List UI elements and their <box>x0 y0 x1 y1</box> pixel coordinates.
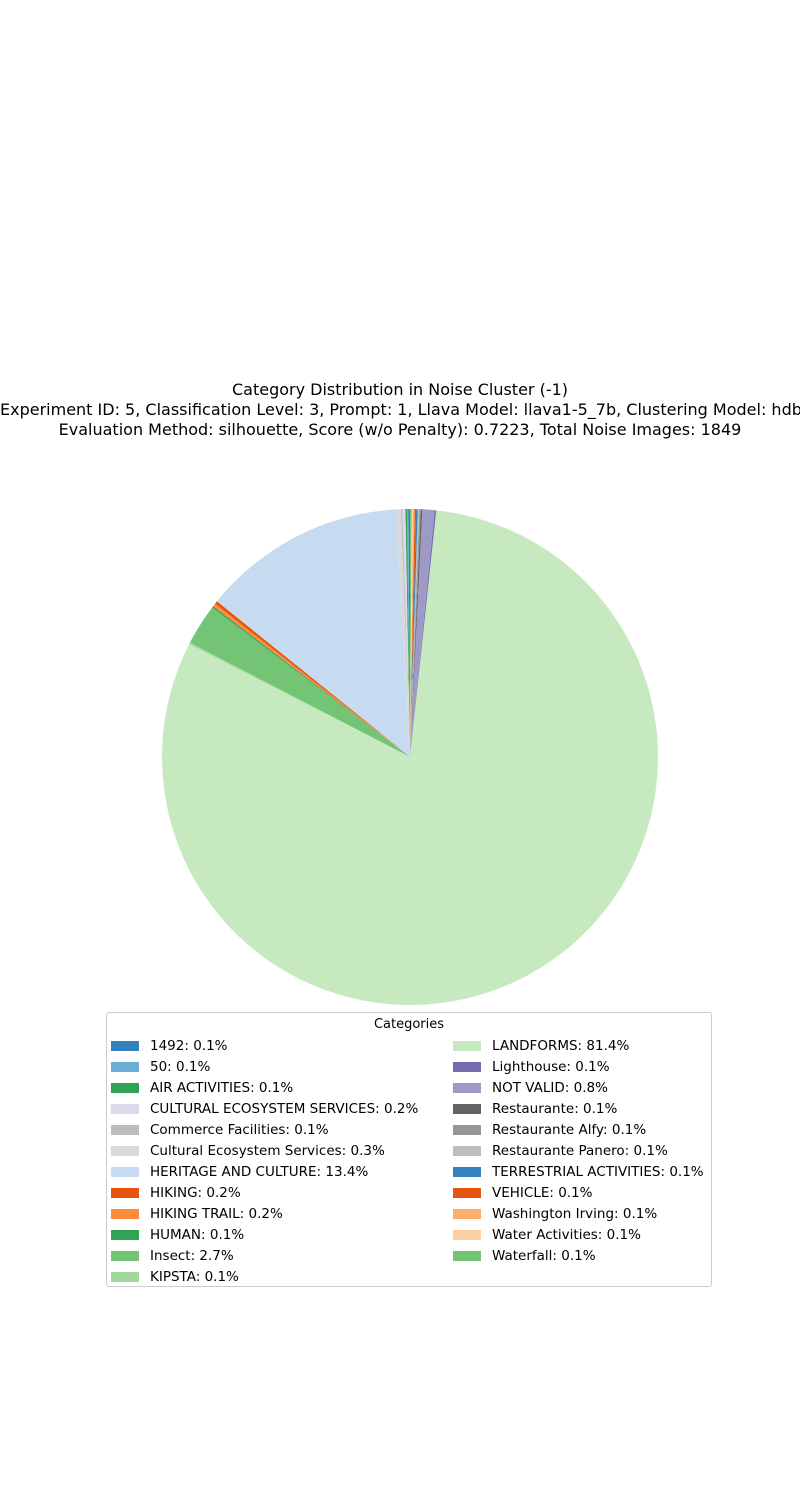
legend-label: Water Activities: 0.1% <box>492 1227 641 1243</box>
legend-swatch <box>453 1083 481 1093</box>
legend-swatch <box>453 1209 481 1219</box>
pie-slice-landforms <box>162 510 659 1005</box>
pie-slice-water-activities <box>410 509 414 757</box>
legend-label: HIKING: 0.2% <box>150 1185 241 1201</box>
legend-label: Restaurante Panero: 0.1% <box>492 1143 668 1159</box>
legend-label: Commerce Facilities: 0.1% <box>150 1122 329 1138</box>
pie-slice-insect <box>189 607 410 757</box>
legend-swatch <box>111 1146 139 1156</box>
legend-swatch <box>453 1041 481 1051</box>
legend-swatch <box>111 1230 139 1240</box>
pie-slice-vehicle <box>410 509 417 757</box>
legend-label: KIPSTA: 0.1% <box>150 1269 239 1285</box>
pie-chart <box>162 508 659 1005</box>
legend-label: Insect: 2.7% <box>150 1248 234 1264</box>
legend-swatch <box>111 1209 139 1219</box>
legend-swatch <box>453 1230 481 1240</box>
legend-label: Waterfall: 0.1% <box>492 1248 596 1264</box>
legend-label: Restaurante Alfy: 0.1% <box>492 1122 647 1138</box>
pie-slice-terrestrial-activities <box>410 509 418 757</box>
legend-label: HIKING TRAIL: 0.2% <box>150 1206 283 1222</box>
legend-label: Cultural Ecosystem Services: 0.3% <box>150 1143 385 1159</box>
pie-slice-kipsta <box>189 642 410 757</box>
pie-slice-cultural-ecosystem-services <box>396 509 410 757</box>
legend-swatch <box>111 1125 139 1135</box>
legend-swatch <box>111 1188 139 1198</box>
pie-slice-washington-irving <box>410 509 415 757</box>
legend-swatch <box>111 1272 139 1282</box>
legend-title: Categories <box>373 1017 445 1032</box>
legend-swatch <box>111 1062 139 1072</box>
pie-slice-restaurante-alfy <box>410 509 421 757</box>
legend: Categories 1492: 0.1% 50: 0.1% AIR ACTIVIT… <box>106 1012 712 1287</box>
legend-label: 50: 0.1% <box>150 1059 211 1075</box>
legend-label: HERITAGE AND CULTURE: 13.4% <box>150 1164 369 1180</box>
pie-slice-commerce-facilities <box>400 509 410 757</box>
pie-slice-not-valid <box>410 509 435 757</box>
legend-swatch <box>111 1083 139 1093</box>
chart-title: Category Distribution in Noise Cluster (… <box>231 380 569 399</box>
pie-slice-lighthouse <box>410 510 437 757</box>
legend-label: VEHICLE: 0.1% <box>492 1185 593 1201</box>
pie-slice-air-activities <box>405 509 410 757</box>
chart-subtitle-line-1: Experiment ID: 5, Classification Level: … <box>0 400 800 419</box>
legend-swatch <box>453 1104 481 1114</box>
chart-title-block: Category Distribution in Noise Cluster (… <box>0 380 800 446</box>
legend-label: TERRESTRIAL ACTIVITIES: 0.1% <box>492 1164 704 1180</box>
legend-label: HUMAN: 0.1% <box>150 1227 245 1243</box>
pie-slice-1492 <box>408 508 410 757</box>
pie-slice-cultural-ecosystem-services <box>402 509 410 757</box>
legend-swatch <box>453 1062 481 1072</box>
legend-label: CULTURAL ECOSYSTEM SERVICES: 0.2% <box>150 1101 419 1117</box>
legend-label: Lighthouse: 0.1% <box>492 1059 610 1075</box>
legend-label: Restaurante: 0.1% <box>492 1101 618 1117</box>
pie-slice-restaurante-panero <box>410 509 420 757</box>
legend-swatch <box>453 1146 481 1156</box>
pie-slice-heritage-and-culture <box>216 509 410 757</box>
pie-slice-hiking <box>215 601 410 757</box>
pie-slice-50 <box>406 509 410 757</box>
legend-label: Washington Irving: 0.1% <box>492 1206 658 1222</box>
legend-swatch <box>111 1104 139 1114</box>
legend-swatch <box>453 1167 481 1177</box>
legend-swatch <box>453 1251 481 1261</box>
legend-swatch <box>111 1167 139 1177</box>
legend-label: 1492: 0.1% <box>150 1038 228 1054</box>
pie-slice-human <box>212 606 410 757</box>
pie-slice-restaurante <box>410 509 423 757</box>
legend-swatch <box>111 1251 139 1261</box>
legend-label: LANDFORMS: 81.4% <box>492 1038 630 1054</box>
legend-swatch <box>453 1188 481 1198</box>
pie-slice-hiking-trail <box>213 603 410 757</box>
chart-subtitle-line-2: Evaluation Method: silhouette, Score (w/… <box>58 420 742 439</box>
legend-swatch <box>453 1125 481 1135</box>
legend-label: NOT VALID: 0.8% <box>492 1080 608 1096</box>
legend-swatch <box>111 1041 139 1051</box>
pie-slice-waterfall <box>410 508 412 757</box>
legend-label: AIR ACTIVITIES: 0.1% <box>150 1080 294 1096</box>
